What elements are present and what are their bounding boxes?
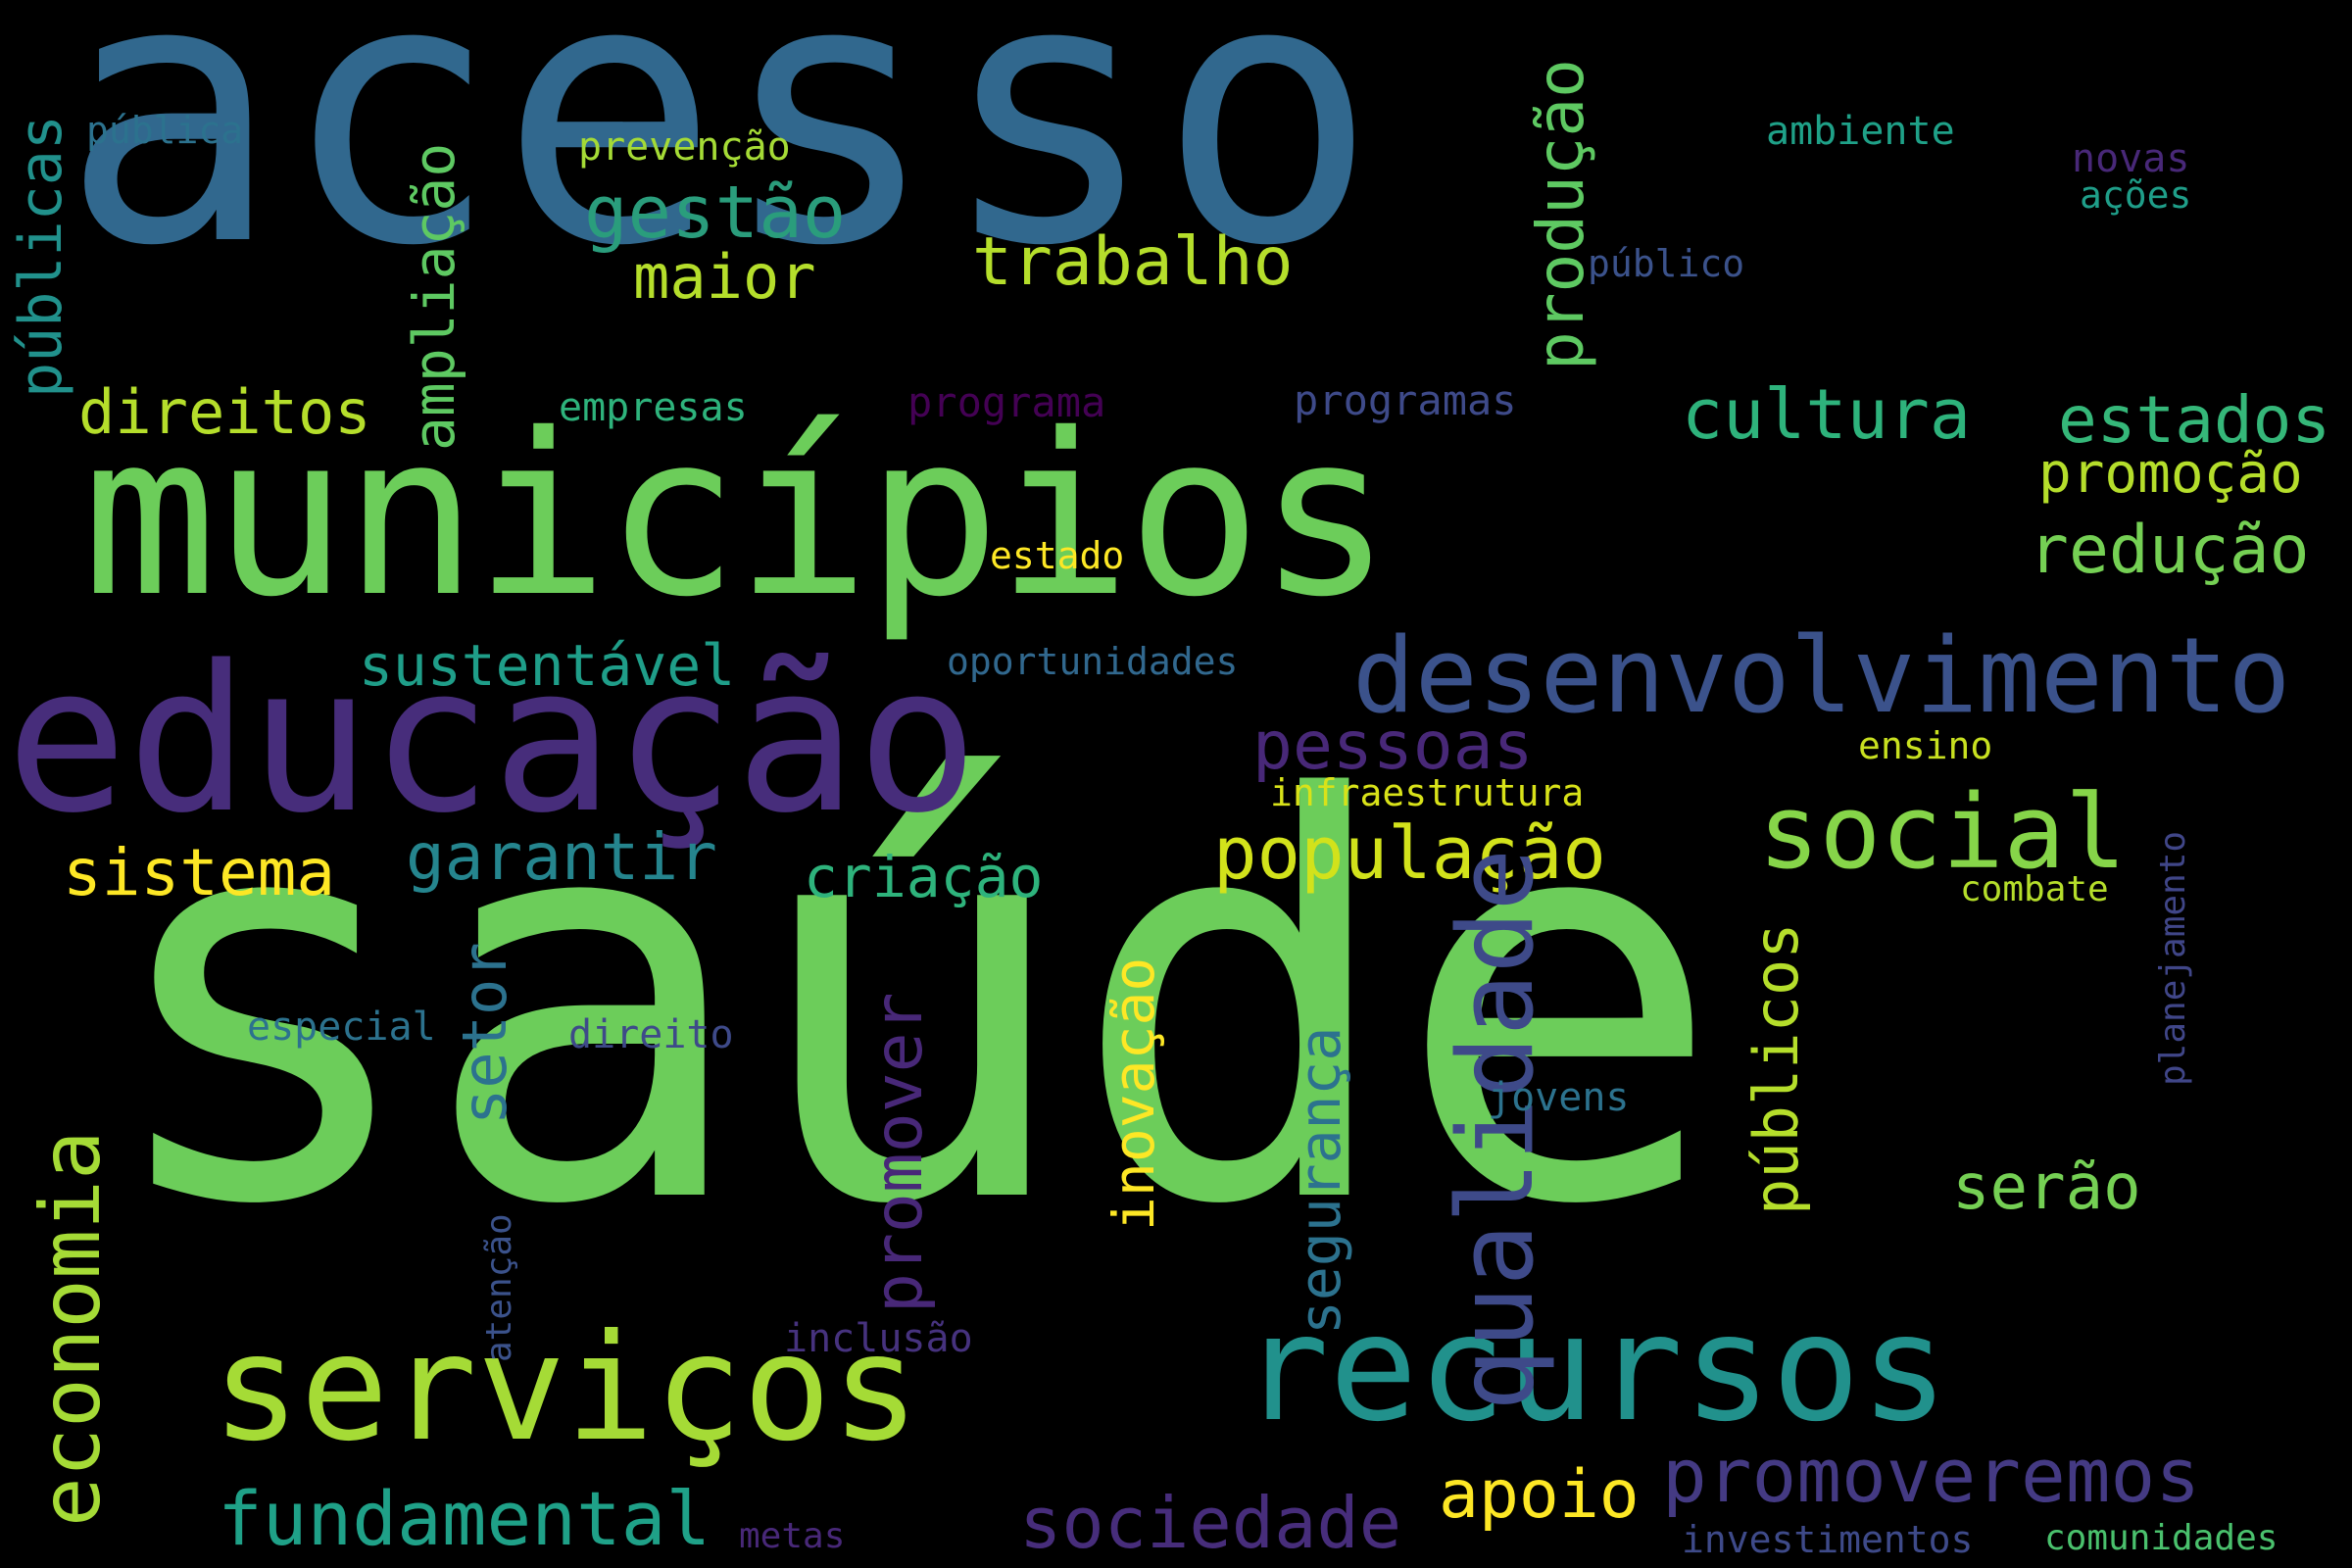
word-empresas: empresas (559, 385, 748, 430)
word-estados: estados (2058, 382, 2331, 458)
word-servicos: serviços (212, 1303, 920, 1474)
word-oportunidades: oportunidades (947, 640, 1239, 683)
word-sistema: sistema (63, 835, 336, 910)
word-novas: novas (2072, 136, 2190, 181)
word-publicos: públicos (1740, 922, 1812, 1215)
word-promocao: promoção (2038, 442, 2303, 506)
word-programas: programas (1294, 376, 1517, 424)
word-reducao: redução (2029, 512, 2310, 589)
word-ensino: ensino (1858, 724, 1993, 767)
word-criacao: criação (804, 844, 1044, 910)
word-pessoas: pessoas (1252, 708, 1534, 785)
word-producao: produção (1523, 59, 1598, 370)
word-cultura: cultura (1682, 374, 1972, 455)
word-direitos: direitos (78, 376, 371, 448)
word-populacao: população (1213, 811, 1606, 896)
word-especial: especial (247, 1004, 436, 1050)
word-atencao: atenção (479, 1213, 519, 1362)
word-promoveremos: promoveremos (1662, 1432, 2201, 1519)
word-inclusao: inclusão (784, 1316, 973, 1361)
word-sustentavel: sustentável (359, 632, 736, 699)
word-comunidades: comunidades (2044, 1518, 2278, 1558)
word-publico: público (1588, 242, 1745, 285)
word-programa: programa (907, 378, 1106, 426)
word-recursos: recursos (1241, 1284, 1949, 1454)
word-apoio: apoio (1439, 1456, 1640, 1534)
word-desenvolvimento: desenvolvimento (1352, 615, 2291, 736)
word-ambiente: ambiente (1766, 109, 1955, 154)
word-saude: saúde (96, 686, 1725, 1325)
word-maior: maior (633, 241, 816, 313)
word-ampliacao: ampliação (401, 142, 467, 451)
word-promover: promover (860, 992, 938, 1313)
word-prevencao: prevenção (578, 124, 791, 170)
word-sociedade: sociedade (1019, 1482, 1402, 1564)
word-acesso: acesso (61, 0, 1378, 325)
word-infraestrutura: infraestrutura (1270, 771, 1585, 814)
word-direito: direito (568, 1012, 734, 1057)
word-acoes: ações (2080, 173, 2192, 217)
word-jovens: jovens (1488, 1075, 1630, 1120)
word-social: social (1758, 772, 2127, 892)
word-educacao: educação (6, 622, 979, 858)
word-gestao: gestão (584, 171, 847, 255)
word-setor: setor (449, 942, 520, 1125)
word-investimentos: investimentos (1682, 1518, 1974, 1561)
word-trabalho: trabalho (972, 223, 1294, 301)
word-metas: metas (739, 1516, 846, 1556)
word-municipios: municípios (82, 385, 1393, 646)
word-garantir: garantir (406, 819, 717, 895)
word-seguranca: segurança (1287, 1026, 1353, 1335)
word-fundamental: fundamental (218, 1475, 711, 1562)
word-publica: pública (86, 109, 244, 152)
word-estado: estado (990, 534, 1125, 577)
word-combate: combate (1960, 869, 2109, 909)
word-inovacao: inovação (1101, 956, 1167, 1231)
word-serao: serão (1952, 1152, 2141, 1224)
word-planejamento: planejamento (2153, 830, 2193, 1086)
word-economia: economia (23, 1130, 119, 1527)
word-qualidade: qualidade (1436, 848, 1556, 1411)
word-publicas: públicas (7, 115, 75, 398)
